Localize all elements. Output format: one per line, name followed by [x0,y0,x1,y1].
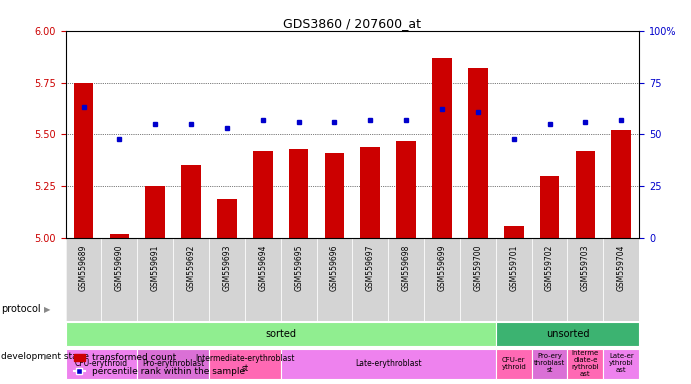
Text: GSM559697: GSM559697 [366,245,375,291]
Text: GSM559699: GSM559699 [437,245,446,291]
Bar [468,68,488,238]
Legend: transformed count, percentile rank within the sample: transformed count, percentile rank withi… [70,350,249,379]
Text: protocol: protocol [1,304,41,314]
Bar [173,238,209,321]
Bar [217,199,237,238]
Text: GSM559692: GSM559692 [187,245,196,291]
Bar [603,349,639,379]
Bar [138,349,209,379]
Title: GDS3860 / 207600_at: GDS3860 / 207600_at [283,17,422,30]
Bar [181,166,201,238]
Bar [289,149,308,238]
Bar [612,130,631,238]
Bar [496,349,531,379]
Bar [66,349,138,379]
Bar [496,322,639,346]
Text: Pro-ery
throblast
st: Pro-ery throblast st [534,353,565,373]
Text: GSM559689: GSM559689 [79,245,88,291]
Text: GSM559690: GSM559690 [115,245,124,291]
Bar [102,238,138,321]
Bar [432,58,452,238]
Bar [460,238,496,321]
Bar [325,153,344,238]
Bar [209,349,281,379]
Text: GSM559694: GSM559694 [258,245,267,291]
Text: CFU-er
ythroid: CFU-er ythroid [502,357,526,370]
Text: GSM559695: GSM559695 [294,245,303,291]
Text: GSM559696: GSM559696 [330,245,339,291]
Bar [316,238,352,321]
Bar [388,238,424,321]
Text: Late-erythroblast: Late-erythroblast [355,359,422,368]
Bar [576,151,595,238]
Bar [74,83,93,238]
Bar [531,238,567,321]
Bar [496,238,531,321]
Text: Interme
diate-e
rythrobl
ast: Interme diate-e rythrobl ast [571,350,599,377]
Text: Late-er
ythrobl
ast: Late-er ythrobl ast [609,353,634,373]
Text: GSM559701: GSM559701 [509,245,518,291]
Text: GSM559700: GSM559700 [473,245,482,291]
Bar [245,238,281,321]
Bar [110,234,129,238]
Text: GSM559693: GSM559693 [223,245,231,291]
Text: development stage: development stage [1,352,89,361]
Text: Intermediate-erythroblast
st: Intermediate-erythroblast st [195,354,294,373]
Bar [281,238,316,321]
Bar [540,176,560,238]
Bar [66,238,102,321]
Text: GSM559702: GSM559702 [545,245,554,291]
Bar [361,147,380,238]
Bar [66,322,496,346]
Bar [145,186,165,238]
Text: CFU-erythroid: CFU-erythroid [75,359,128,368]
Bar [253,151,273,238]
Bar [504,225,524,238]
Text: GSM559704: GSM559704 [617,245,626,291]
Bar [281,349,496,379]
Bar [567,238,603,321]
Bar [138,238,173,321]
Text: sorted: sorted [265,329,296,339]
Bar [603,238,639,321]
Text: ▶: ▶ [44,352,50,361]
Text: GSM559698: GSM559698 [401,245,410,291]
Text: GSM559703: GSM559703 [581,245,590,291]
Bar [567,349,603,379]
Bar [209,238,245,321]
Text: unsorted: unsorted [546,329,589,339]
Text: Pro-erythroblast: Pro-erythroblast [142,359,205,368]
Text: ▶: ▶ [44,305,50,314]
Bar [531,349,567,379]
Bar [352,238,388,321]
Bar [424,238,460,321]
Text: GSM559691: GSM559691 [151,245,160,291]
Bar [397,141,416,238]
